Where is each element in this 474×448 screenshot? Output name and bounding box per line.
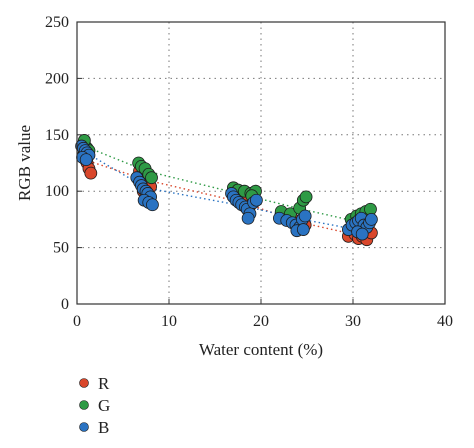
trend-line-r	[84, 158, 363, 238]
data-points	[75, 134, 378, 247]
plot-frame	[76, 21, 446, 305]
legend: RGB	[79, 374, 110, 437]
point-r-4	[84, 166, 98, 180]
x-tick-label-0: 0	[73, 313, 81, 330]
y-tick-label-200: 200	[45, 70, 69, 87]
legend-label-g: G	[98, 396, 110, 415]
y-tick-label-250: 250	[45, 14, 69, 31]
point-b-16	[146, 198, 159, 212]
y-tick-label-0: 0	[61, 296, 69, 313]
legend-marker-g	[79, 400, 89, 410]
trend-line-g	[84, 145, 363, 224]
x-tick-label-10: 10	[161, 313, 177, 330]
x-tick-label-30: 30	[345, 313, 361, 330]
y-tick-label-150: 150	[45, 127, 69, 144]
point-b-36	[296, 223, 310, 236]
trend-lines	[84, 145, 363, 238]
axis-ticks: 0 10 20 30 40 0 50 100 150 200 250	[45, 14, 453, 330]
x-axis-label: Water content (%)	[199, 340, 323, 359]
x-tick-label-20: 20	[253, 313, 269, 330]
y-tick-label-50: 50	[53, 240, 69, 257]
legend-label-b: B	[98, 418, 109, 437]
point-b-26	[249, 193, 263, 207]
legend-marker-b	[79, 422, 89, 432]
y-tick-label-100: 100	[45, 183, 69, 200]
y-axis-label: RGB value	[15, 125, 34, 201]
legend-label-r: R	[98, 374, 110, 393]
point-b-45	[364, 212, 378, 226]
point-b-27	[241, 211, 255, 225]
legend-marker-r	[79, 378, 89, 388]
point-g-9	[145, 171, 158, 185]
point-b-47	[355, 227, 369, 241]
grid-lines	[77, 22, 445, 304]
point-b-6	[79, 153, 93, 167]
x-tick-label-40: 40	[437, 313, 453, 330]
point-b-34	[298, 209, 312, 223]
point-g-20	[299, 190, 313, 204]
